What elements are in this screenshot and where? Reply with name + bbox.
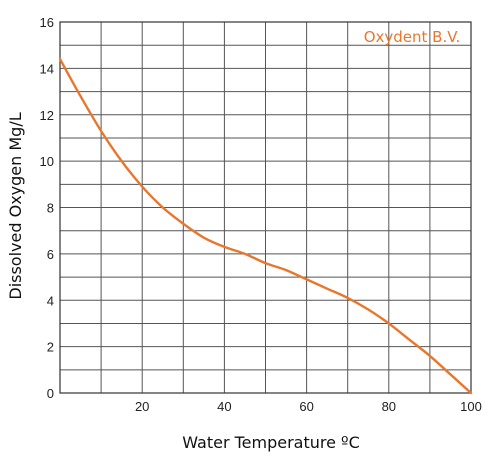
y-tick-label: 16 bbox=[40, 15, 54, 30]
x-tick-label: 60 bbox=[299, 399, 313, 414]
series-line-0 bbox=[58, 57, 473, 395]
brand-annotation: Oxydent B.V. bbox=[364, 28, 461, 46]
x-tick-label: 40 bbox=[217, 399, 231, 414]
x-tick-label: 80 bbox=[382, 399, 396, 414]
y-tick-label: 2 bbox=[47, 340, 54, 355]
y-tick-label: 12 bbox=[40, 108, 54, 123]
y-tick-label: 6 bbox=[47, 247, 54, 262]
x-tick-label: 20 bbox=[135, 399, 149, 414]
y-tick-label: 14 bbox=[40, 61, 54, 76]
y-axis-label: Dissolved Oxygen Mg/L bbox=[6, 112, 25, 299]
x-tick-label: 100 bbox=[460, 399, 482, 414]
series-layer bbox=[58, 57, 473, 395]
y-tick-label: 0 bbox=[47, 386, 54, 401]
plot-frame bbox=[59, 21, 472, 394]
x-axis-label: Water Temperature ºC bbox=[182, 433, 360, 452]
y-tick-label: 8 bbox=[47, 201, 54, 216]
grid bbox=[59, 21, 472, 394]
y-tick-label: 4 bbox=[47, 293, 54, 308]
x-tick-labels: 20 40 60 80 100 bbox=[135, 399, 482, 414]
y-tick-label: 10 bbox=[40, 154, 54, 169]
y-tick-labels: 0 2 4 6 8 10 12 14 16 bbox=[40, 15, 54, 401]
